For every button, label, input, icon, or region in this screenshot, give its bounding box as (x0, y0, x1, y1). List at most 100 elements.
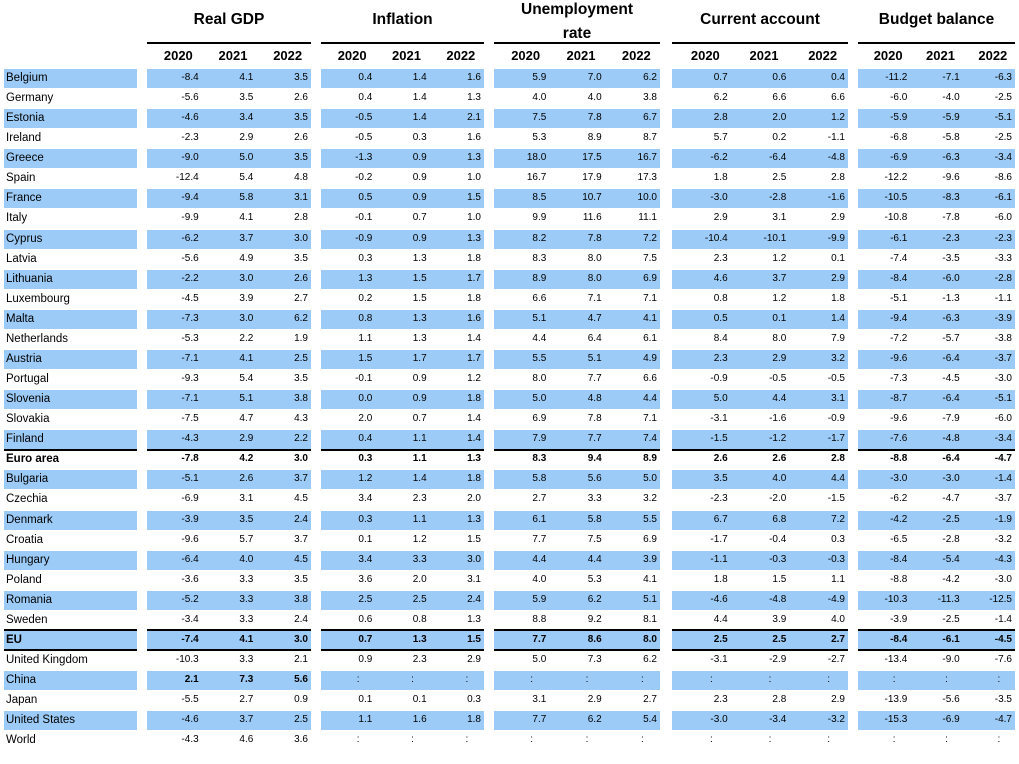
value-cell: 5.6 (587, 473, 602, 485)
value-cell: -6.2 (710, 152, 728, 164)
value-cell: 1.3 (467, 152, 481, 164)
year-label: 2022 (978, 48, 1008, 63)
value-cell: 3.0 (294, 453, 308, 465)
value-cell: -0.4 (769, 533, 787, 545)
value-cell: 6.2 (713, 92, 728, 104)
group-title: Budget balance (878, 11, 995, 28)
value-cell: -0.2 (355, 172, 373, 184)
data-cells: -9.6 5.7 3.7 (147, 531, 311, 550)
value-cell: -13.9 (884, 694, 908, 706)
value-cell: -6.0 (890, 92, 908, 104)
aggregate-separator (321, 649, 484, 652)
country-name: Estonia (6, 112, 45, 125)
value-cell: -4.7 (994, 714, 1012, 726)
value-cell: -7.4 (890, 252, 908, 264)
value-cell: 7.7 (532, 633, 547, 645)
data-cells: 2.3 2.8 2.9 (672, 691, 848, 710)
value-cell: 2.5 (772, 172, 787, 184)
data-cells: 4.4 3.9 4.0 (672, 611, 848, 630)
data-cells: 7.9 7.7 7.4 (494, 430, 660, 450)
value-cell: : (411, 734, 414, 746)
year-label: 2020 (873, 48, 903, 63)
value-cell: 1.4 (831, 312, 845, 324)
table-row: Italy (4, 209, 137, 228)
value-cell: 3.7 (294, 473, 308, 485)
value-cell: -9.3 (181, 373, 199, 385)
value-cell: -2.5 (994, 92, 1012, 104)
value-cell: 2.3 (412, 493, 427, 505)
value-cell: -7.9 (942, 413, 960, 425)
value-cell: 2.9 (239, 132, 254, 144)
value-cell: -4.6 (181, 714, 199, 726)
value-cell: 3.5 (294, 252, 308, 264)
value-cell: 8.2 (532, 232, 547, 244)
value-cell: -3.0 (710, 192, 728, 204)
data-cells: -10.3 3.3 2.1 (147, 651, 311, 670)
data-cells: 2.9 3.1 2.9 (672, 209, 848, 228)
value-cell: -6.3 (942, 312, 960, 324)
aggregate-separator (858, 629, 1015, 632)
value-cell: 7.2 (643, 232, 657, 244)
data-cells: 0.4 1.1 1.4 (321, 430, 484, 450)
value-cell: 2.6 (294, 92, 308, 104)
value-cell: 2.6 (294, 272, 308, 284)
value-cell: 1.8 (467, 473, 481, 485)
value-cell: 3.9 (239, 292, 254, 304)
value-cell: 1.4 (467, 332, 481, 344)
value-cell: 8.9 (643, 453, 657, 465)
value-cell: 8.1 (643, 613, 657, 625)
value-cell: : (945, 734, 948, 746)
data-cells: 5.0 4.8 4.4 (494, 390, 660, 410)
country-name: Luxembourg (6, 292, 70, 305)
value-cell: 4.3 (294, 413, 308, 425)
value-cell: 8.0 (772, 332, 787, 344)
value-cell: 1.3 (467, 232, 481, 244)
value-cell: 0.4 (358, 433, 373, 445)
value-cell: -7.8 (942, 212, 960, 224)
value-cell: -1.4 (994, 473, 1012, 485)
data-cells: 4.0 5.3 4.1 (494, 571, 660, 590)
data-cells: 2.6 2.6 2.8 (672, 450, 848, 469)
data-cells: -10.8 -7.8 -6.0 (858, 209, 1015, 228)
value-cell: 2.7 (532, 493, 547, 505)
data-cells: -3.6 3.3 3.5 (147, 571, 311, 590)
data-cells: 0.9 2.3 2.9 (321, 651, 484, 670)
data-cells: -9.0 5.0 3.5 (147, 149, 311, 169)
value-cell: -10.3 (884, 593, 908, 605)
value-cell: 3.4 (239, 112, 254, 124)
value-cell: -6.0 (994, 413, 1012, 425)
value-cell: -6.2 (890, 493, 908, 505)
value-cell: -7.4 (181, 633, 199, 645)
value-cell: 0.4 (358, 92, 373, 104)
value-cell: 3.0 (467, 553, 481, 565)
value-cell: 2.0 (467, 493, 481, 505)
table-row: Spain (4, 169, 137, 188)
value-cell: 6.1 (643, 332, 657, 344)
value-cell: -5.5 (181, 694, 199, 706)
value-cell: -9.6 (181, 533, 199, 545)
value-cell: 7.3 (587, 654, 602, 666)
country-name: Ireland (6, 132, 42, 145)
value-cell: 2.8 (831, 453, 845, 465)
value-cell: 2.9 (831, 272, 845, 284)
value-cell: 7.1 (643, 292, 657, 304)
value-cell: : (640, 734, 644, 746)
data-cells: 7.7 7.5 6.9 (494, 531, 660, 550)
data-cells: 1.8 2.5 2.8 (672, 169, 848, 188)
value-cell: -4.0 (942, 92, 960, 104)
data-cells: -2.3 -2.0 -1.5 (672, 490, 848, 509)
table-row: Lithuania (4, 269, 137, 289)
value-cell: -0.3 (827, 553, 845, 565)
value-cell: 1.5 (467, 533, 481, 545)
country-name: United States (6, 714, 76, 727)
data-cells: -8.7 -6.4 -5.1 (858, 390, 1015, 410)
value-cell: -5.6 (181, 252, 199, 264)
value-cell: -3.9 (890, 613, 908, 625)
value-cell: 1.5 (412, 292, 427, 304)
value-cell: -3.4 (769, 714, 787, 726)
value-cell: -12.2 (884, 172, 908, 184)
aggregate-separator (147, 649, 311, 652)
value-cell: 4.8 (294, 172, 308, 184)
value-cell: 11.1 (638, 212, 657, 224)
value-cell: 1.0 (467, 172, 481, 184)
